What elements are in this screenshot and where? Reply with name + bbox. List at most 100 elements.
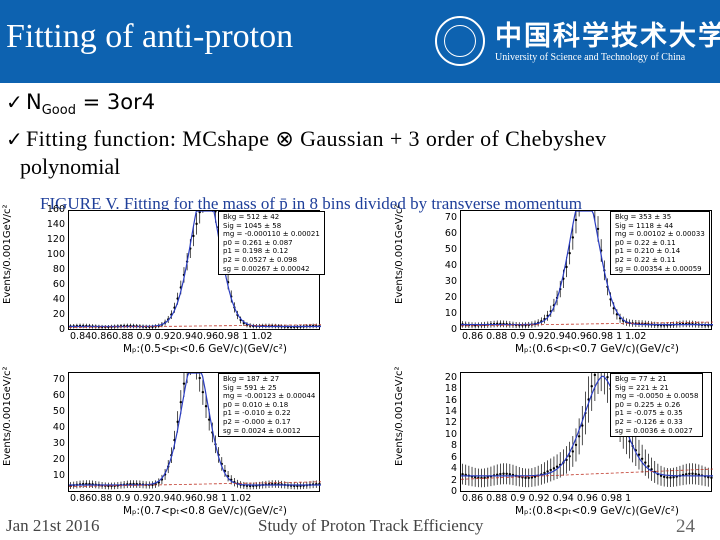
background-curve	[69, 324, 321, 328]
fit-stat-row: mg = -0.00123 ± 0.00044	[223, 392, 316, 401]
fit-stat-row: p0 = 0.261 ± 0.087	[223, 238, 293, 247]
data-point	[697, 473, 701, 476]
fit-stat-row: p0 = 0.225 ± 0.26	[615, 400, 681, 409]
data-point	[568, 455, 571, 458]
check-icon: ✓	[6, 129, 24, 151]
university-logo: 中国科学技术大学 University of Science and Techn…	[435, 12, 720, 72]
data-point	[606, 375, 609, 379]
data-point	[505, 472, 508, 476]
data-point	[640, 457, 644, 460]
data-point	[659, 474, 663, 477]
data-point	[666, 476, 669, 479]
y-axis-label: Events/0.001GeV/c²	[2, 204, 13, 304]
data-point	[182, 382, 186, 385]
ngood-sub: Good	[41, 103, 76, 119]
y-tick-label: 10	[444, 428, 457, 440]
fit-curve	[461, 375, 713, 477]
x-tick-labels: 0.840.860.88 0.9 0.920.940.960.98 1 1.02	[70, 331, 273, 342]
y-tick-label: 60	[52, 279, 65, 290]
y-tick-label: 20	[52, 309, 65, 320]
y-tick-label: 30	[52, 438, 65, 449]
ngood-n: N	[26, 90, 42, 114]
y-tick-label: 4	[450, 463, 457, 475]
fit-stat-row: Bkg = 187 ± 27	[223, 375, 280, 383]
footer-date: Jan 21st 2016	[6, 516, 100, 535]
data-point	[192, 234, 195, 238]
data-point	[568, 252, 571, 255]
data-point	[565, 265, 568, 269]
ngood-rest: = 3or4	[75, 90, 156, 114]
data-point	[647, 464, 650, 468]
histogram-panel-3: Bkg = 187 ± 27 Sig = 591 ± 25 mg = -0.0012…	[2, 367, 323, 520]
data-point	[650, 468, 653, 471]
data-point	[486, 475, 489, 479]
y-tick-label: 80	[52, 264, 65, 275]
data-point	[672, 476, 675, 479]
y-tick-label: 0	[450, 486, 457, 497]
y-tick-label: 160	[46, 204, 65, 215]
data-point	[530, 476, 534, 479]
fit-stat-row: Sig = 221 ± 21	[615, 383, 669, 392]
fit-stat-row: p1 = -0.010 ± 0.22	[223, 409, 291, 418]
footer-title: Study of Proton Track Efficiency	[258, 516, 484, 535]
fit-stat-row: mg = -0.0050 ± 0.0058	[615, 392, 699, 401]
y-tick-label: 60	[52, 390, 65, 401]
page-number: 24	[676, 516, 695, 537]
data-point	[483, 476, 486, 479]
figure-caption: FIGURE V. Fitting for the mass of p̄ in …	[40, 194, 582, 213]
data-point	[571, 236, 575, 239]
slide-header: Fitting of anti-proton 中国科学技术大学 Universi…	[0, 0, 720, 83]
y-tick-label: 50	[52, 406, 65, 417]
y-tick-label: 8	[450, 440, 457, 452]
y-tick-label: 30	[444, 276, 457, 287]
fitting-function-line2: polynomial	[20, 154, 121, 179]
fit-stats-box: Bkg = 512 ± 42 Sig = 1045 ± 58 mg = -0.000…	[218, 211, 325, 276]
y-axis-label: Events/0.001GeV/c²	[394, 366, 405, 466]
x-axis-label: Mₚ:(0.5<pₜ<0.6 GeV/c)(GeV/c²)	[123, 343, 287, 355]
data-point	[176, 420, 179, 424]
data-point	[688, 472, 691, 475]
y-tick-label: 16	[444, 394, 457, 406]
data-point	[195, 222, 198, 226]
fit-stat-row: p2 = -0.000 ± 0.17	[223, 417, 291, 426]
data-point	[574, 443, 578, 447]
y-tick-label: 0	[58, 324, 65, 335]
bullet-ngood: ✓ NGood = 3or4	[6, 90, 155, 118]
fit-stat-row: p0 = 0.010 ± 0.18	[223, 400, 289, 409]
fit-stats-box: Bkg = 77 ± 21 Sig = 221 ± 21 mg = -0.0050 …	[610, 373, 704, 438]
fit-curve	[69, 211, 321, 328]
x-axis-label: Mₚ:(0.8<pₜ<0.9 GeV/c)(GeV/c²)	[515, 505, 679, 517]
fit-stat-row: p1 = 0.210 ± 0.14	[615, 247, 681, 256]
data-point	[502, 472, 505, 475]
histogram-panel-2: Bkg = 353 ± 35 Sig = 1118 ± 44 mg = 0.0010…	[394, 205, 715, 358]
y-tick-label: 6	[450, 451, 457, 463]
fit-stat-row: Bkg = 353 ± 35	[615, 213, 672, 221]
data-point	[201, 390, 205, 394]
fit-stat-row: p1 = -0.075 ± 0.35	[615, 409, 683, 418]
fit-stat-row: Bkg = 512 ± 42	[223, 213, 280, 221]
y-tick-label: 20	[444, 292, 457, 303]
data-point	[543, 471, 546, 475]
data-point	[691, 472, 694, 475]
fit-stat-row: sg = 0.00354 ± 0.00059	[615, 264, 702, 273]
data-point	[508, 473, 512, 476]
fit-stat-row: sg = 0.0036 ± 0.0027	[615, 426, 693, 435]
data-point	[527, 476, 530, 480]
y-tick-label: 40	[444, 260, 457, 271]
fit-curve	[69, 373, 321, 486]
y-tick-label: 18	[444, 383, 457, 395]
y-tick-label: 140	[46, 219, 65, 230]
x-axis-label: Mₚ:(0.7<pₜ<0.8 GeV/c)(GeV/c²)	[123, 505, 287, 517]
x-tick-labels: 0.860.88 0.9 0.920.940.960.98 1 1.02	[70, 493, 252, 504]
data-point	[179, 400, 183, 404]
y-tick-label: 0	[450, 324, 457, 335]
histogram-svg	[461, 211, 713, 329]
fit-stat-row: mg = -0.000110 ± 0.00021	[223, 230, 320, 239]
data-point	[499, 472, 502, 476]
histogram-svg	[69, 373, 321, 490]
x-tick-labels: 0.86 0.88 0.9 0.920.940.960.98 1 1.02	[462, 331, 647, 342]
y-tick-label: 12	[444, 417, 457, 429]
background-curve	[69, 481, 321, 487]
y-axis-label: Events/0.001GeV/c²	[2, 366, 13, 466]
university-name-en: University of Science and Technology of …	[495, 52, 686, 63]
